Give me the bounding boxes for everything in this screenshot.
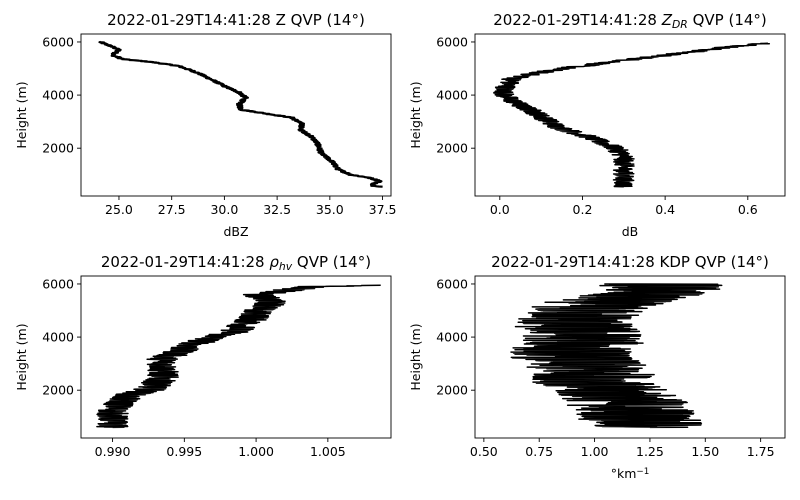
x-tick-label: 1.75	[747, 444, 775, 459]
y-tick-label: 4000	[42, 330, 74, 345]
chart_data.3.xlabel_parts-part: °km	[611, 466, 637, 481]
axes-frame	[474, 33, 786, 197]
y-tick-label: 6000	[42, 34, 74, 49]
x-tick-label: 35.0	[316, 202, 344, 217]
series-line	[96, 284, 381, 429]
y-tick-label: 2000	[436, 383, 468, 398]
panel-1: 25.0 27.5 30.0 32.5 35.0 37.5 2000 4000 6000 2022…	[14, 11, 396, 239]
y-tick-label: 6000	[42, 276, 74, 291]
y-axis-label: Height (m)	[408, 81, 423, 148]
chart-title: 2022-01-29T14:41:28 ZDR QVP (14°)	[493, 11, 767, 31]
x-tick-label: 0.75	[525, 444, 553, 459]
x-axis-label: dBZ	[223, 224, 248, 239]
x-tick-label: 0.995	[166, 444, 202, 459]
x-tick-label: 0.4	[655, 202, 675, 217]
chart_data.0.title_parts-part: 2022-01-29T14:41:28 Z QVP (14°)	[107, 11, 365, 29]
x-tick-label: 0.50	[470, 444, 498, 459]
chart_data.1.title_parts-part: Z	[661, 11, 673, 29]
x-tick-label: 32.5	[263, 202, 291, 217]
series-line	[510, 283, 723, 429]
x-tick-label: 27.5	[158, 202, 186, 217]
chart_data.2.title_parts-part: QVP (14°)	[292, 253, 371, 271]
chart-title: 2022-01-29T14:41:28 ρhv QVP (14°)	[101, 253, 371, 273]
chart_data.3.xlabel_parts-part: −1	[636, 467, 649, 477]
panel-3: 0.990 0.995 1.000 1.005 2000 4000 6000 2022-01-…	[14, 253, 392, 459]
y-tick-label: 6000	[436, 276, 468, 291]
panel-4: 0.50 0.75 1.00 1.25 1.50 1.75 2000 4000 6000 2022…	[408, 253, 786, 481]
y-axis-label: Height (m)	[408, 323, 423, 390]
axes-frame	[80, 33, 392, 197]
x-tick-label: 1.005	[310, 444, 346, 459]
x-tick-label: 1.25	[636, 444, 664, 459]
chart_data.1.xlabel_parts-part: dB	[622, 224, 639, 239]
x-tick-label: 30.0	[210, 202, 238, 217]
chart-title: 2022-01-29T14:41:28 KDP QVP (14°)	[491, 253, 769, 271]
series-line	[492, 42, 771, 188]
y-tick-label: 4000	[436, 330, 468, 345]
chart_data.1.title_parts-part: DR	[672, 18, 688, 31]
x-tick-label: 0.6	[738, 202, 758, 217]
y-tick-label: 2000	[42, 141, 74, 156]
x-tick-label: 1.00	[581, 444, 609, 459]
y-axis-label: Height (m)	[14, 81, 29, 148]
y-tick-label: 6000	[436, 34, 468, 49]
chart_data.1.title_parts-part: 2022-01-29T14:41:28	[493, 11, 661, 29]
x-tick-label: 37.5	[369, 202, 397, 217]
chart_data.2.title_parts-part: ρ	[269, 253, 279, 271]
x-tick-label: 1.000	[238, 444, 274, 459]
chart_data.1.title_parts-part: QVP (14°)	[688, 11, 767, 29]
x-tick-label: 0.2	[573, 202, 593, 217]
y-tick-label: 2000	[436, 141, 468, 156]
x-tick-label: 0.0	[490, 202, 510, 217]
chart_data.3.title_parts-part: 2022-01-29T14:41:28 KDP QVP (14°)	[491, 253, 769, 271]
y-tick-label: 4000	[436, 88, 468, 103]
chart_data.2.title_parts-part: hv	[279, 260, 293, 273]
x-tick-label: 0.990	[95, 444, 131, 459]
y-tick-label: 4000	[42, 88, 74, 103]
chart_data.0.xlabel_parts-part: dBZ	[223, 224, 248, 239]
y-axis-label: Height (m)	[14, 323, 29, 390]
chart-title: 2022-01-29T14:41:28 Z QVP (14°)	[107, 11, 365, 29]
x-axis-label: °km−1	[611, 466, 650, 481]
y-tick-label: 2000	[42, 383, 74, 398]
series-line	[98, 40, 383, 188]
chart_data.2.title_parts-part: 2022-01-29T14:41:28	[101, 253, 269, 271]
x-axis-label: dB	[622, 224, 639, 239]
axes-frame	[474, 275, 786, 439]
panel-2: 0.0 0.2 0.4 0.6 2000 4000 6000 2022-01-29T14:41…	[408, 11, 786, 239]
axes-frame	[80, 275, 392, 439]
x-tick-label: 1.50	[691, 444, 719, 459]
x-tick-label: 25.0	[105, 202, 133, 217]
